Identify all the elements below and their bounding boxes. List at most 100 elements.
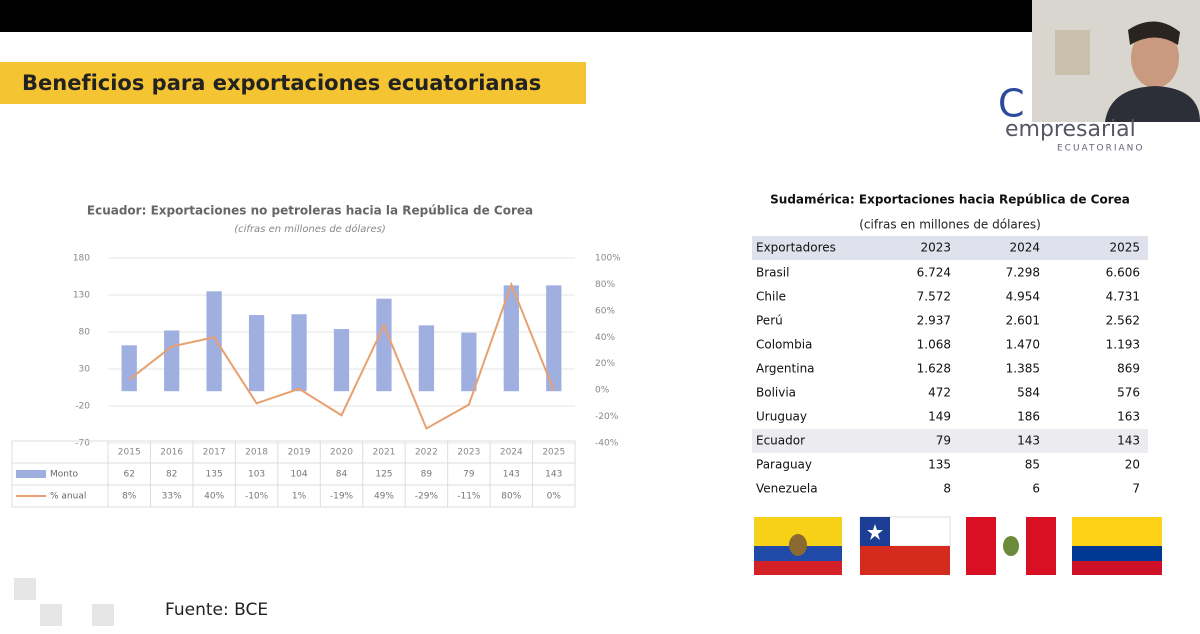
table-header-bg: [752, 236, 1148, 260]
table-cell: 2.601: [1006, 314, 1040, 328]
flag-peru: [966, 517, 1056, 575]
table-header: Exportadores: [756, 241, 836, 255]
data-table-value: 103: [248, 470, 265, 480]
chart-subtitle: (cifras en millones de dólares): [234, 223, 386, 235]
decoration: [14, 578, 114, 626]
flag-ecuador: [754, 517, 842, 575]
table-cell: Perú: [756, 314, 783, 328]
table-cell: 8: [943, 482, 951, 496]
y2-tick-label: 80%: [595, 280, 615, 290]
chart-title: Ecuador: Exportaciones no petroleras hac…: [87, 204, 533, 218]
bar: [503, 285, 519, 392]
data-table-value: 79: [463, 470, 475, 480]
table-cell: Venezuela: [756, 482, 818, 496]
table-cell: 7.298: [1006, 266, 1040, 280]
bar: [376, 298, 392, 392]
y-tick-label: -70: [75, 439, 90, 449]
data-table-value: 33%: [162, 492, 182, 502]
x-tick-label: 2018: [245, 448, 268, 458]
table-cell: 163: [1117, 410, 1140, 424]
table-cell: 79: [936, 434, 951, 448]
bar: [461, 332, 477, 392]
table-cell: 149: [928, 410, 951, 424]
table-cell: 4.731: [1106, 290, 1140, 304]
x-tick-label: 2016: [160, 448, 183, 458]
y-tick-label: -20: [75, 402, 90, 412]
x-tick-label: 2022: [415, 448, 438, 458]
y2-tick-label: 40%: [595, 333, 615, 343]
top-bar: [0, 0, 1035, 32]
webcam: [1032, 0, 1200, 122]
y2-tick-label: 100%: [595, 254, 621, 264]
table-cell: Uruguay: [756, 410, 807, 424]
bar: [121, 345, 137, 392]
y2-tick-label: -40%: [595, 439, 619, 449]
flag-chile: [859, 516, 951, 575]
data-table-value: 143: [503, 470, 520, 480]
table-cell: 2.937: [917, 314, 951, 328]
table-cell: 1.628: [917, 362, 951, 376]
y-tick-label: 130: [73, 291, 90, 301]
table-cell: 472: [928, 386, 951, 400]
data-table-value: 1%: [292, 492, 307, 502]
logo-tagline: ECUATORIANO: [1057, 144, 1144, 154]
table-cell: 1.068: [917, 338, 951, 352]
line: [128, 281, 555, 430]
table-cell: Bolivia: [756, 386, 796, 400]
x-tick-label: 2015: [118, 448, 141, 458]
table-cell: 20: [1125, 458, 1140, 472]
table-subtitle: (cifras en millones de dólares): [859, 218, 1041, 232]
data-table-value: 80%: [501, 492, 521, 502]
y2-tick-label: 0%: [595, 386, 610, 396]
legend-label: Monto: [50, 470, 79, 480]
title-banner: [0, 62, 586, 104]
x-tick-label: 2023: [457, 448, 480, 458]
data-table-value: -29%: [415, 492, 439, 502]
legend-label: % anual: [50, 492, 86, 502]
data-table-value: 82: [166, 470, 177, 480]
flag-colombia: [1072, 517, 1162, 575]
y-tick-label: 30: [79, 365, 91, 375]
data-table-value: -10%: [245, 492, 269, 502]
data-table-value: 125: [375, 470, 392, 480]
table-cell: 1.193: [1106, 338, 1140, 352]
data-table-value: 104: [290, 470, 307, 480]
y2-tick-label: -20%: [595, 412, 619, 422]
table-title: Sudamérica: Exportaciones hacia Repúblic…: [770, 193, 1130, 207]
table-cell: 2.562: [1106, 314, 1140, 328]
bar: [291, 314, 307, 392]
table-cell: Colombia: [756, 338, 812, 352]
source-note: Fuente: BCE: [165, 600, 268, 620]
bar: [164, 330, 180, 392]
x-tick-label: 2025: [542, 448, 565, 458]
slide-title: Beneficios para exportaciones ecuatorian…: [22, 71, 541, 95]
x-tick-label: 2021: [373, 448, 396, 458]
table-cell: 576: [1117, 386, 1140, 400]
data-table-value: 135: [206, 470, 223, 480]
table-cell: 7.572: [917, 290, 951, 304]
y-tick-label: 80: [79, 328, 91, 338]
table-cell: 135: [928, 458, 951, 472]
table-cell: 85: [1025, 458, 1040, 472]
table-cell: Argentina: [756, 362, 815, 376]
x-tick-label: 2024: [500, 448, 523, 458]
table-cell: 869: [1117, 362, 1140, 376]
table-cell: Ecuador: [756, 434, 805, 448]
bar: [206, 291, 222, 392]
table-cell: 6: [1032, 482, 1040, 496]
logo-name: empresarial: [1005, 117, 1136, 142]
data-table-value: 89: [421, 470, 433, 480]
data-table-value: 0%: [547, 492, 562, 502]
table-cell: Chile: [756, 290, 786, 304]
data-table-frame: [11, 440, 576, 508]
y-tick-label: 180: [73, 254, 90, 264]
bar: [418, 325, 435, 392]
table-cell: 6.724: [917, 266, 951, 280]
table-cell: Brasil: [756, 266, 789, 280]
table-cell: 6.606: [1106, 266, 1140, 280]
bar: [248, 314, 265, 392]
table-cell: 1.470: [1006, 338, 1040, 352]
table-cell: 7: [1132, 482, 1140, 496]
